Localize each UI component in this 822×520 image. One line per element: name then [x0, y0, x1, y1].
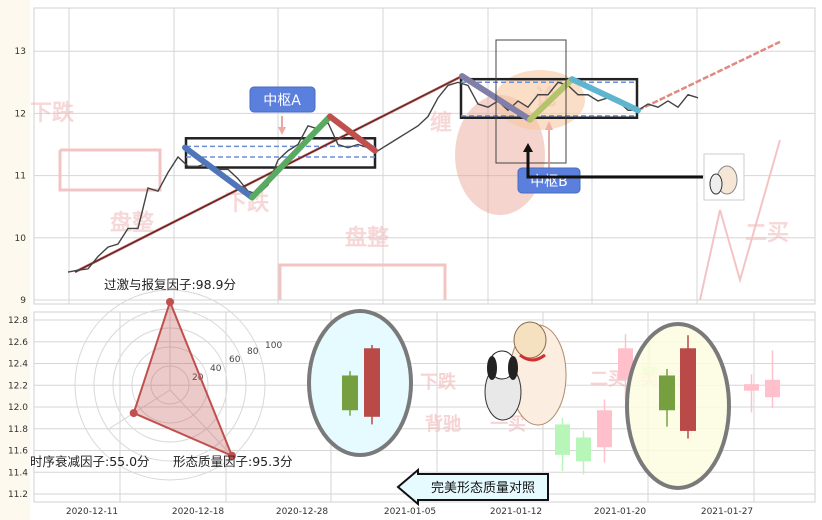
top-panel-grid: [33, 7, 816, 305]
y-tick-label: 12: [15, 109, 26, 119]
highlight-candles: [342, 335, 696, 439]
candle-green-body: [342, 375, 358, 411]
watermark-text: 下跌: [420, 371, 457, 393]
watermark-text: 盘整: [110, 210, 154, 236]
pivot-a-text: 中枢A: [263, 93, 301, 109]
radar-area: [132, 299, 234, 458]
top-series: [67, 40, 781, 274]
y-tick-label: 12.8: [8, 316, 28, 326]
x-tick-label: 2020-12-28: [276, 507, 329, 517]
radar-point: [227, 451, 236, 460]
callout-arrow: 完美形态质量对照: [396, 467, 549, 507]
x-tick-label: 2021-01-27: [701, 507, 753, 517]
radar-tick: 20: [192, 373, 204, 383]
top-y-axis: 13 12 11 10 9: [15, 47, 27, 306]
radar-indicator-label: 过激与报复因子:98.9分: [104, 277, 236, 292]
x-tick-label: 2021-01-20: [594, 507, 647, 517]
radar-tick: 100: [265, 341, 282, 351]
dogs-illustration: [484, 321, 567, 426]
y-tick-label: 11.2: [8, 490, 28, 500]
pivot-b-focus-rect: [495, 39, 567, 164]
faint-candle-body: [618, 348, 633, 380]
candle-red-body: [364, 348, 380, 417]
radar-indicator-label: 形态质量因子:95.3分: [173, 454, 293, 469]
y-tick-label: 10: [15, 234, 27, 244]
radar-indicator-label: 时序衰减因子:55.0分: [30, 454, 150, 469]
y-tick-label: 9: [20, 296, 26, 306]
y-tick-label: 11: [15, 172, 26, 182]
watermark-text: 下跌: [30, 101, 75, 126]
stroke-segment: [249, 113, 333, 201]
faint-candle-body: [765, 379, 780, 398]
y-tick-label: 12.0: [8, 403, 28, 413]
watermark-text: 二买: [590, 369, 626, 390]
y-tick-label: 12.4: [8, 360, 28, 370]
faint-candles: [555, 334, 780, 475]
stroke-segment: [527, 76, 575, 123]
top-panel-frame: [33, 7, 816, 305]
price-line: [67, 81, 699, 273]
faint-candle-body: [597, 410, 612, 448]
y-tick-label: 13: [15, 47, 26, 57]
radar-tick: 40: [210, 364, 222, 374]
faint-candle-body: [576, 437, 591, 462]
watermark-text: 盘整: [345, 225, 389, 251]
watermark-text: 背驰: [425, 413, 461, 435]
radar-tick: 80: [247, 347, 259, 357]
watermark-arrow-shape: [58, 148, 162, 192]
stroke-segment: [182, 144, 255, 201]
left-strip: [0, 0, 30, 520]
y-tick-label: 11.6: [8, 447, 28, 457]
projection-line: [637, 40, 781, 112]
radar-point: [129, 409, 138, 418]
radar-point: [166, 297, 174, 306]
stroke-segment: [327, 113, 378, 154]
highlight-ellipse-right: [625, 322, 731, 490]
watermark-arrow-shape: [699, 139, 781, 301]
pivot-box: [459, 77, 639, 120]
candle-red-body: [680, 348, 696, 431]
x-tick-label: 2021-01-05: [384, 507, 436, 517]
radar-tick: 60: [229, 355, 241, 365]
stroke-segment: [569, 76, 641, 114]
watermark-text: 缠: [430, 110, 452, 136]
watermark-arrow-shape: [278, 263, 447, 300]
trend-line-core: [74, 75, 463, 273]
x-tick-label: 2020-12-18: [172, 507, 225, 517]
pivot-box: [184, 137, 377, 169]
radar-ring: [74, 289, 266, 481]
y-tick-label: 11.4: [8, 468, 28, 478]
faint-candle-body: [555, 424, 570, 455]
y-tick-label: 12.2: [8, 381, 28, 391]
y-tick-label: 12.6: [8, 338, 28, 348]
y-tick-label: 11.8: [8, 425, 28, 435]
radar-axis: [107, 389, 171, 431]
x-tick-label: 2020-12-11: [66, 507, 118, 517]
faint-candle-body: [744, 384, 759, 391]
radar-axis: [169, 389, 233, 456]
bottom-axes: 12.812.612.412.212.011.811.611.411.22020…: [8, 316, 753, 517]
top-watermarks: 下跌盘整下跌盘整缠论二买: [30, 70, 789, 301]
candle-green-body: [659, 375, 675, 411]
x-tick-label: 2021-01-12: [490, 507, 542, 517]
callout-text: 完美形态质量对照: [431, 481, 535, 496]
pivot-a-label: 中枢A: [249, 86, 316, 135]
pivot-b-label: 中枢B: [495, 39, 745, 201]
highlight-ellipse-left: [307, 309, 413, 457]
